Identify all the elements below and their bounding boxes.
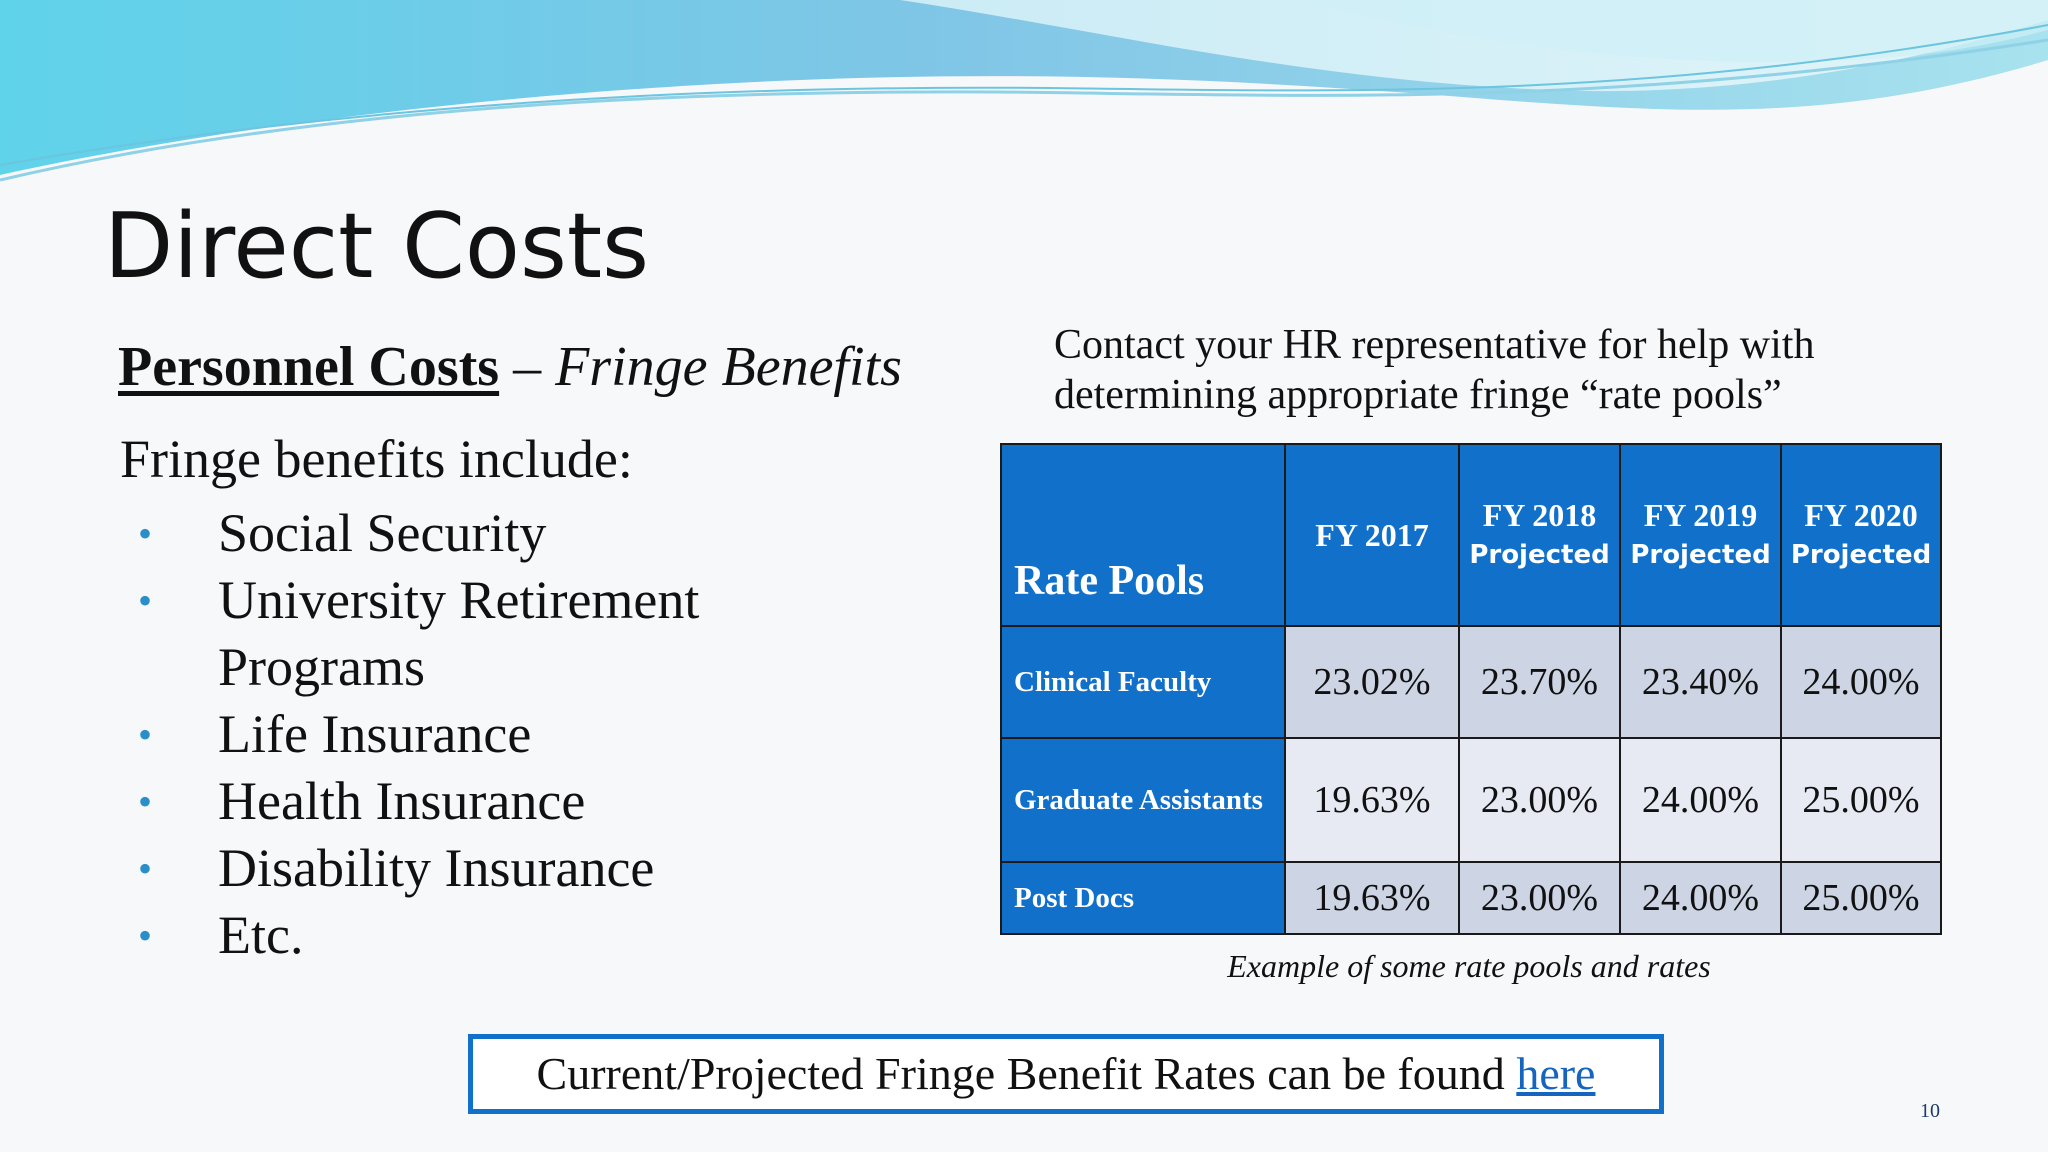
column-header-fy2018: FY 2018 Projected: [1458, 443, 1621, 627]
column-header-fy2019: FY 2019 Projected: [1619, 443, 1782, 627]
intro-text: Fringe benefits include:: [120, 429, 633, 489]
fringe-rates-link[interactable]: here: [1516, 1048, 1596, 1099]
list-item: • Health Insurance: [138, 768, 898, 835]
rate-cell: 24.00%: [1619, 737, 1782, 863]
section-heading-bold: Personnel Costs: [118, 336, 500, 398]
table-caption: Example of some rate pools and rates: [1227, 948, 1711, 984]
table-row: Post Docs 19.63% 23.00% 24.00% 25.00%: [1000, 861, 1942, 935]
rate-cell: 25.00%: [1780, 737, 1942, 863]
list-item-text: Social Security: [218, 503, 547, 563]
rate-cell: 23.02%: [1284, 625, 1460, 739]
list-item: • Disability Insurance: [138, 835, 898, 902]
bullet-dot-icon: •: [138, 846, 153, 891]
list-item: • Life Insurance: [138, 701, 898, 768]
rate-cell: 24.00%: [1780, 625, 1942, 739]
slide-title: Direct Costs: [104, 194, 650, 299]
column-header-label: FY 2017: [1315, 517, 1429, 553]
rate-cell: 19.63%: [1284, 861, 1460, 935]
contact-line-1: Contact your HR representative for help …: [1054, 322, 1815, 368]
column-header-note: Projected: [1790, 540, 1932, 570]
list-item-text: Etc.: [218, 905, 304, 965]
rate-cell: 23.40%: [1619, 625, 1782, 739]
column-header-label: FY 2020: [1804, 497, 1918, 533]
page-number: 10: [1920, 1100, 1940, 1122]
rate-cell: 23.00%: [1458, 861, 1621, 935]
rate-pool-name: Graduate Assistants: [1000, 737, 1286, 863]
rate-cell: 23.00%: [1458, 737, 1621, 863]
column-header-label: FY 2018: [1482, 497, 1597, 533]
column-header-fy2020: FY 2020 Projected: [1780, 443, 1942, 627]
bullet-dot-icon: •: [138, 511, 153, 556]
column-header-fy2017: FY 2017: [1284, 443, 1460, 627]
list-item-text: Disability Insurance: [218, 838, 655, 898]
rate-pools-table: Rate Pools FY 2017 FY 2018 Projected FY …: [1000, 443, 1942, 935]
section-heading-separator: –: [499, 336, 556, 398]
bullet-dot-icon: •: [138, 913, 153, 958]
bullet-dot-icon: •: [138, 578, 153, 623]
callout-text: Current/Projected Fringe Benefit Rates c…: [536, 1048, 1517, 1099]
rate-pool-name: Clinical Faculty: [1000, 625, 1286, 739]
bullet-dot-icon: •: [138, 712, 153, 757]
table-row: Graduate Assistants 19.63% 23.00% 24.00%…: [1000, 737, 1942, 863]
list-item: • Social Security: [138, 500, 898, 567]
contact-line-2: determining appropriate fringe “rate poo…: [1054, 372, 1782, 418]
section-heading: Personnel Costs – Fringe Benefits: [118, 332, 902, 402]
column-header-label: FY 2019: [1643, 497, 1758, 533]
table-row: Clinical Faculty 23.02% 23.70% 23.40% 24…: [1000, 625, 1942, 739]
rate-pool-name: Post Docs: [1000, 861, 1286, 935]
header-wave-decoration: [0, 0, 2048, 182]
column-header-note: Projected: [1630, 540, 1771, 570]
list-item: • Etc.: [138, 902, 898, 969]
rate-cell: 24.00%: [1619, 861, 1782, 935]
list-item: • University Retirement Programs: [138, 567, 898, 701]
section-heading-italic: Fringe Benefits: [555, 336, 902, 398]
rates-callout-box: Current/Projected Fringe Benefit Rates c…: [468, 1034, 1664, 1114]
list-item-text: Health Insurance: [218, 771, 586, 831]
rate-pools-header: Rate Pools: [1000, 443, 1286, 627]
rate-cell: 19.63%: [1284, 737, 1460, 863]
rate-cell: 23.70%: [1458, 625, 1621, 739]
list-item-text: University Retirement Programs: [218, 570, 700, 697]
benefits-list: • Social Security • University Retirement …: [138, 500, 898, 969]
column-header-note: Projected: [1469, 540, 1610, 570]
table-header-row: Rate Pools FY 2017 FY 2018 Projected FY …: [1000, 443, 1942, 627]
rate-cell: 25.00%: [1780, 861, 1942, 935]
list-item-text: Life Insurance: [218, 704, 532, 764]
bullet-dot-icon: •: [138, 779, 153, 824]
contact-hr-note: Contact your HR representative for help …: [1054, 320, 1954, 420]
